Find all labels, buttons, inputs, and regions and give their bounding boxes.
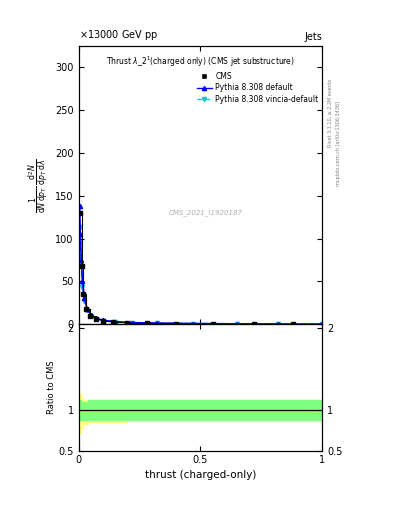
Pythia 8.308 vincia-default <box>320 321 325 327</box>
Pythia 8.308 default <box>235 321 239 327</box>
Y-axis label: Ratio to CMS: Ratio to CMS <box>47 360 55 414</box>
CMS <box>210 321 215 327</box>
Pythia 8.308 default <box>276 321 281 327</box>
Pythia 8.308 default <box>77 203 82 209</box>
Pythia 8.308 default <box>79 257 84 263</box>
Legend: CMS, Pythia 8.308 default, Pythia 8.308 vincia-default: CMS, Pythia 8.308 default, Pythia 8.308 … <box>197 72 318 104</box>
Pythia 8.308 vincia-default <box>79 263 84 269</box>
Pythia 8.308 vincia-default <box>276 321 281 327</box>
CMS <box>145 320 149 326</box>
Pythia 8.308 vincia-default <box>85 307 90 313</box>
Pythia 8.308 vincia-default <box>154 320 159 326</box>
CMS <box>77 210 82 216</box>
CMS <box>125 320 130 326</box>
Pythia 8.308 default <box>154 320 159 326</box>
Pythia 8.308 default <box>88 312 93 318</box>
Pythia 8.308 default <box>130 319 134 326</box>
Pythia 8.308 vincia-default <box>93 315 98 322</box>
Line: Pythia 8.308 default: Pythia 8.308 default <box>77 204 324 326</box>
Pythia 8.308 default <box>78 231 83 238</box>
CMS <box>84 306 89 312</box>
Line: CMS: CMS <box>77 210 296 327</box>
CMS <box>81 291 86 297</box>
Text: CMS_2021_I1920187: CMS_2021_I1920187 <box>168 209 242 216</box>
Pythia 8.308 vincia-default <box>130 319 134 326</box>
Pythia 8.308 default <box>80 279 85 285</box>
CMS <box>291 321 296 327</box>
Text: Rivet 3.1.10, ≥ 2.2M events: Rivet 3.1.10, ≥ 2.2M events <box>328 78 333 147</box>
Pythia 8.308 default <box>191 321 195 327</box>
CMS <box>252 321 256 327</box>
Text: $\times$13000 GeV pp: $\times$13000 GeV pp <box>79 28 158 42</box>
CMS <box>101 318 105 324</box>
Pythia 8.308 default <box>93 315 98 321</box>
Pythia 8.308 vincia-default <box>113 319 118 325</box>
CMS <box>88 312 93 318</box>
Pythia 8.308 vincia-default <box>235 321 239 327</box>
Line: Pythia 8.308 vincia-default: Pythia 8.308 vincia-default <box>77 225 324 326</box>
Text: Jets: Jets <box>305 32 322 42</box>
Text: Thrust $\lambda\_2^1$(charged only) (CMS jet substructure): Thrust $\lambda\_2^1$(charged only) (CMS… <box>106 54 295 69</box>
Pythia 8.308 vincia-default <box>191 321 195 327</box>
Pythia 8.308 vincia-default <box>101 317 105 324</box>
Pythia 8.308 default <box>113 318 118 325</box>
Pythia 8.308 vincia-default <box>77 224 82 230</box>
Pythia 8.308 default <box>85 306 90 312</box>
CMS <box>79 263 84 269</box>
Pythia 8.308 vincia-default <box>88 312 93 318</box>
Pythia 8.308 default <box>82 295 87 302</box>
CMS <box>93 316 98 322</box>
Pythia 8.308 default <box>101 317 105 324</box>
Y-axis label: $\frac{1}{\mathrm{d}N\,\mathrm{d}p_{T}}\,\frac{\mathrm{d}^{2}N}{\mathrm{d}p_{T}\: $\frac{1}{\mathrm{d}N\,\mathrm{d}p_{T}}\… <box>27 158 50 212</box>
X-axis label: thrust (charged-only): thrust (charged-only) <box>145 470 256 480</box>
CMS <box>110 319 115 325</box>
Pythia 8.308 vincia-default <box>80 284 85 290</box>
Text: mcplots.cern.ch [arXiv:1306.3436]: mcplots.cern.ch [arXiv:1306.3436] <box>336 101 341 186</box>
CMS <box>174 321 178 327</box>
Pythia 8.308 default <box>320 321 325 327</box>
Pythia 8.308 vincia-default <box>82 298 87 304</box>
Pythia 8.308 vincia-default <box>78 240 83 246</box>
